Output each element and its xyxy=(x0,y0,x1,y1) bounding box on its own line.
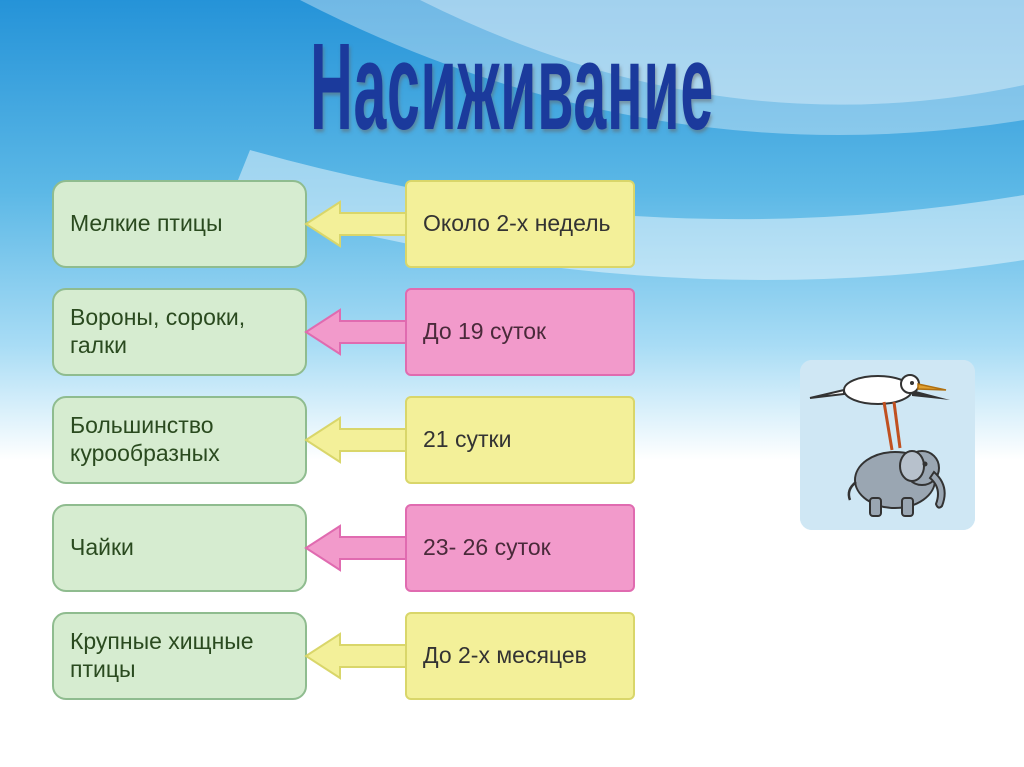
row-small-birds: Мелкие птицы Около 2-х недель xyxy=(52,180,772,268)
duration-label: До 2-х месяцев xyxy=(405,612,635,700)
bird-group-label: Мелкие птицы xyxy=(52,180,307,268)
bird-group-label: Чайки xyxy=(52,504,307,592)
duration-label: 23- 26 суток xyxy=(405,504,635,592)
arrow-icon xyxy=(301,396,411,484)
arrow-icon xyxy=(301,504,411,592)
duration-label: Около 2-х недель xyxy=(405,180,635,268)
arrow-icon xyxy=(301,180,411,268)
bird-group-label: Вороны, сороки, галки xyxy=(52,288,307,376)
stork-elephant-illustration xyxy=(800,360,975,530)
bird-group-label: Большинство курообразных xyxy=(52,396,307,484)
row-galliformes: Большинство курообразных 21 сутки xyxy=(52,396,772,484)
page-title: Насиживание xyxy=(310,18,714,159)
arrow-icon xyxy=(301,612,411,700)
duration-label: До 19 суток xyxy=(405,288,635,376)
arrow-icon xyxy=(301,288,411,376)
row-gulls: Чайки 23- 26 суток xyxy=(52,504,772,592)
row-raptors: Крупные хищные птицы До 2-х месяцев xyxy=(52,612,772,700)
incubation-table: Мелкие птицы Около 2-х недель Вороны, со… xyxy=(52,180,772,720)
bird-group-label: Крупные хищные птицы xyxy=(52,612,307,700)
duration-label: 21 сутки xyxy=(405,396,635,484)
row-crows: Вороны, сороки, галки До 19 суток xyxy=(52,288,772,376)
